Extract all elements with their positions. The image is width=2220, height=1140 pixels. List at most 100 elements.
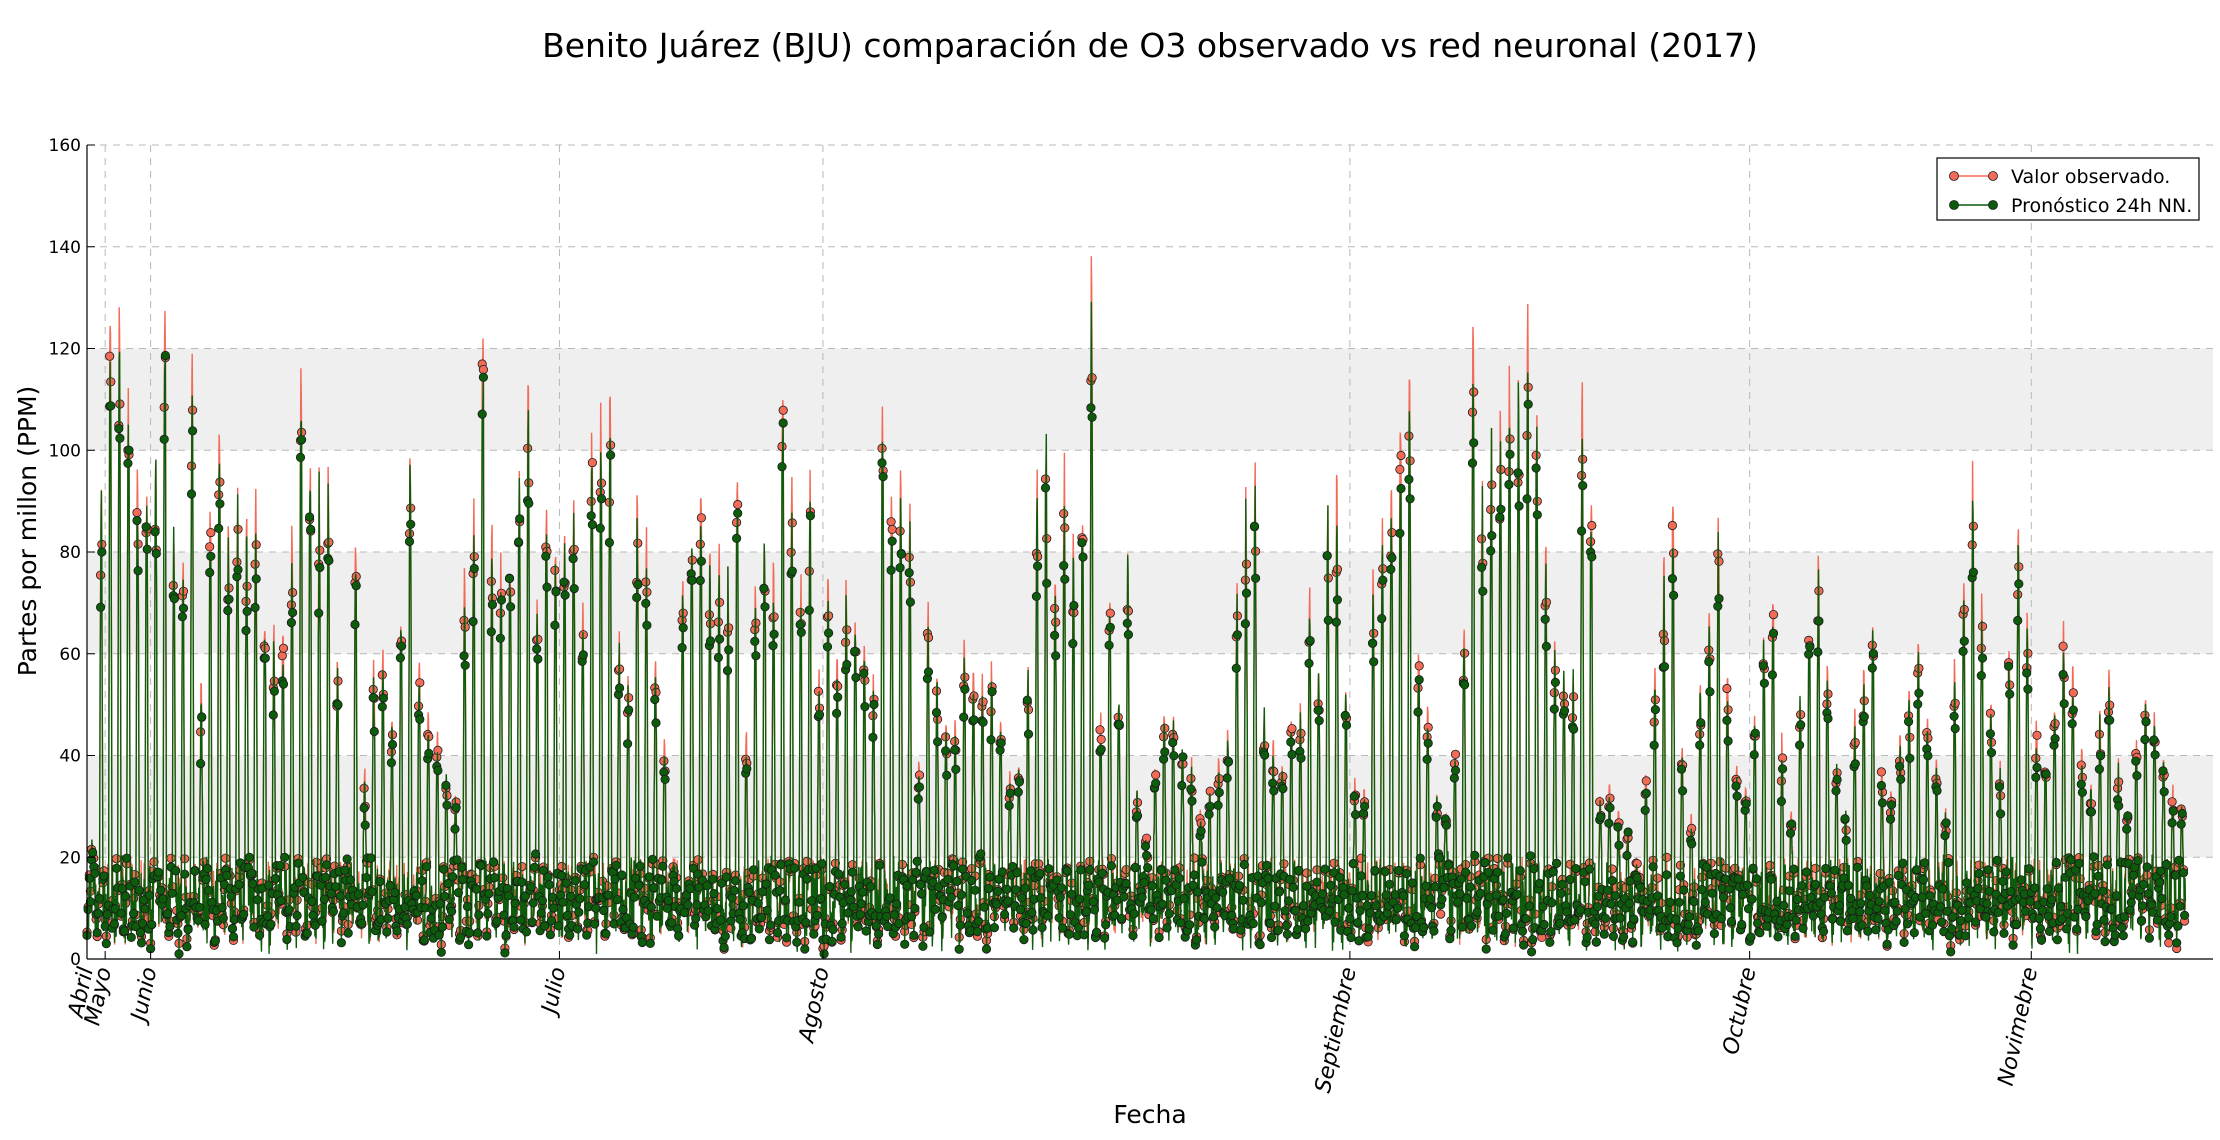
predicted-point [368, 692, 378, 703]
predicted-point [1912, 865, 1922, 875]
predicted-point [2132, 770, 2142, 781]
predicted-point [488, 857, 499, 867]
predicted-point [550, 620, 560, 630]
predicted-point [574, 907, 584, 917]
predicted-point [99, 871, 109, 881]
predicted-point [1909, 928, 1919, 938]
predicted-point [478, 372, 488, 382]
predicted-point [1741, 799, 1751, 809]
predicted-point [823, 628, 834, 638]
legend-marker-a-1 [1949, 200, 1959, 210]
predicted-point [521, 927, 532, 937]
predicted-point [1695, 740, 1705, 750]
predicted-point [1393, 903, 1403, 913]
predicted-point [595, 523, 605, 533]
predicted-point [2100, 936, 2110, 947]
observed-point [1105, 608, 1115, 618]
predicted-point [1718, 892, 1729, 902]
predicted-point [1293, 924, 1303, 935]
predicted-point [1037, 922, 1047, 933]
predicted-point [1064, 929, 1075, 939]
predicted-point [1758, 661, 1768, 671]
observed-point [1768, 609, 1779, 620]
predicted-point [2141, 716, 2151, 727]
predicted-point [1176, 918, 1186, 928]
y-tick-label-3: 60 [59, 645, 81, 665]
predicted-point [1399, 931, 1410, 941]
predicted-point [952, 876, 962, 886]
predicted-point [1665, 897, 1675, 907]
predicted-point [1896, 774, 1906, 785]
predicted-point [1370, 865, 1380, 876]
predicted-point [510, 898, 520, 909]
predicted-point [962, 908, 972, 918]
predicted-point [557, 870, 567, 881]
predicted-point [1427, 903, 1437, 913]
predicted-point [2102, 860, 2112, 870]
predicted-point [769, 629, 779, 639]
predicted-point [1937, 917, 1947, 927]
predicted-point [1435, 853, 1445, 863]
predicted-point [471, 884, 482, 894]
predicted-point [572, 924, 583, 934]
predicted-point [1294, 865, 1304, 875]
predicted-point [505, 602, 516, 612]
predicted-point [1778, 764, 1788, 774]
predicted-point [1732, 791, 1742, 801]
y-tick-label-4: 80 [59, 543, 81, 563]
chart-title: Benito Juárez (BJU) comparación de O3 ob… [542, 26, 1758, 65]
predicted-point [604, 537, 615, 548]
predicted-point [129, 908, 139, 919]
predicted-point [792, 937, 802, 947]
predicted-point [1196, 826, 1206, 836]
predicted-point [503, 891, 513, 901]
predicted-point [1089, 905, 1100, 915]
observed-point [1142, 833, 1152, 843]
predicted-point [1608, 931, 1619, 941]
predicted-point [1575, 905, 1586, 915]
predicted-point [1696, 718, 1706, 728]
predicted-point [904, 568, 914, 578]
predicted-point [1073, 923, 1084, 933]
predicted-point [1884, 877, 1894, 887]
predicted-point [438, 864, 449, 874]
predicted-point [2069, 912, 2079, 922]
predicted-point [1713, 601, 1723, 611]
predicted-point [2047, 895, 2057, 905]
x-tick-label-6: Octubre [1719, 965, 1762, 1057]
predicted-point [115, 433, 125, 443]
predicted-point [685, 883, 695, 894]
predicted-point [278, 679, 289, 689]
predicted-point [275, 860, 285, 871]
predicted-point [1687, 839, 1697, 849]
predicted-point [1020, 883, 1030, 893]
predicted-point [1662, 870, 1672, 880]
predicted-point [1731, 781, 1741, 791]
predicted-point [1156, 865, 1167, 875]
predicted-point [247, 868, 257, 879]
predicted-point [1683, 919, 1693, 929]
predicted-point [178, 603, 189, 613]
predicted-point [569, 583, 579, 594]
predicted-point [1755, 928, 1765, 938]
predicted-point [1582, 932, 1592, 942]
predicted-point [524, 498, 534, 508]
predicted-point [2098, 886, 2108, 896]
predicted-point [970, 885, 980, 895]
predicted-point [1187, 796, 1197, 806]
predicted-point [708, 874, 718, 884]
predicted-point [1174, 873, 1185, 883]
predicted-point [486, 627, 496, 637]
predicted-point [1284, 896, 1294, 906]
predicted-point [1274, 887, 1285, 897]
predicted-point [1186, 784, 1196, 794]
predicted-point [2159, 787, 2169, 797]
predicted-point [1318, 889, 1328, 899]
predicted-point [1081, 907, 1092, 917]
observed-point [1302, 868, 1312, 878]
predicted-point [295, 452, 306, 462]
predicted-point [1885, 814, 1896, 824]
predicted-point [1650, 704, 1661, 715]
predicted-point [2096, 750, 2106, 761]
predicted-point [1314, 715, 1324, 726]
